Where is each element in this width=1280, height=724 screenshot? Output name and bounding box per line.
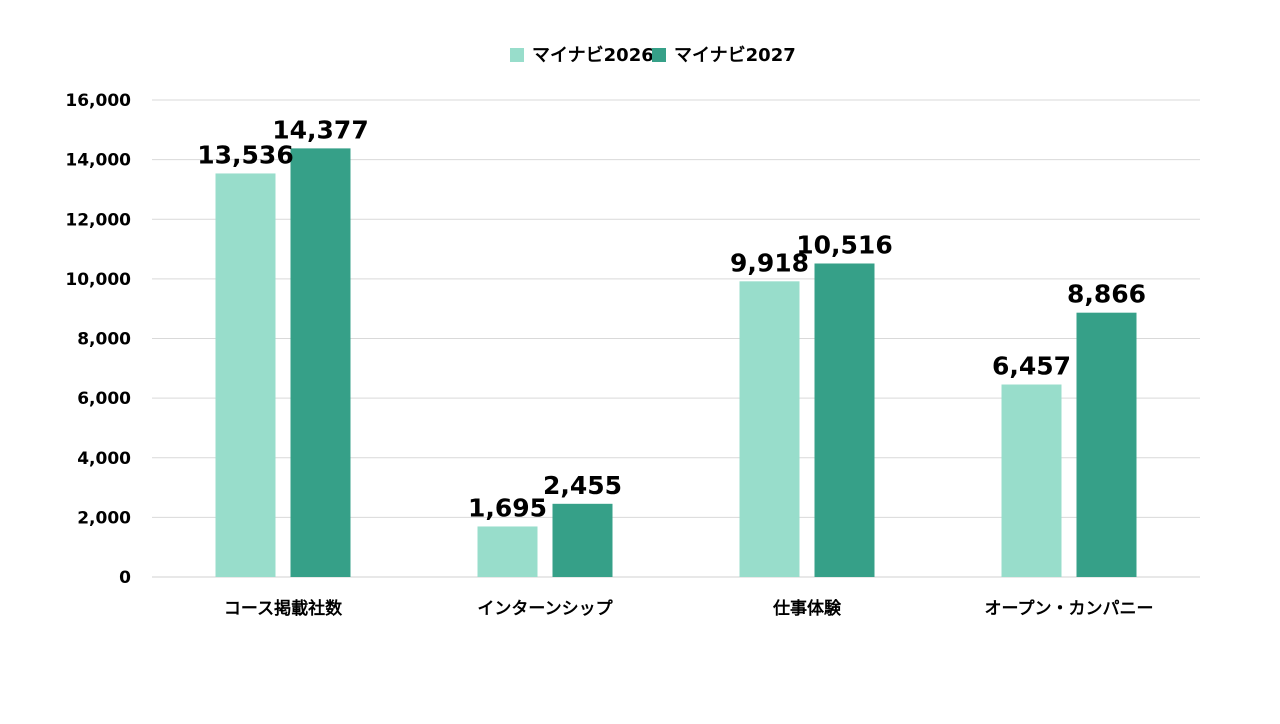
data-label: 9,918 bbox=[730, 248, 809, 277]
y-tick-label: 6,000 bbox=[77, 389, 131, 409]
legend-swatch bbox=[652, 48, 666, 62]
data-label: 1,695 bbox=[468, 493, 547, 522]
legend-label: マイナビ2026 bbox=[532, 45, 654, 66]
legend: マイナビ2026 マイナビ2027 bbox=[510, 45, 796, 66]
x-category-label: インターンシップ bbox=[477, 598, 613, 619]
bar-1-3 bbox=[739, 281, 800, 577]
y-tick-label: 0 bbox=[119, 568, 131, 588]
data-label: 8,866 bbox=[1067, 280, 1146, 309]
y-axis-ticks: 0 2,000 4,000 6,000 8,000 10,000 12,000 14,000 1… bbox=[65, 91, 131, 588]
bar-1-1 bbox=[215, 173, 276, 577]
bar-2-3 bbox=[814, 263, 875, 577]
y-tick-label: 14,000 bbox=[65, 151, 131, 171]
bars bbox=[215, 148, 1137, 577]
data-label: 10,516 bbox=[796, 230, 892, 259]
y-tick-label: 8,000 bbox=[77, 330, 131, 350]
legend-swatch bbox=[510, 48, 524, 62]
data-label: 14,377 bbox=[272, 115, 368, 144]
y-tick-label: 16,000 bbox=[65, 91, 131, 111]
bar-1-4 bbox=[1001, 384, 1062, 577]
y-tick-label: 4,000 bbox=[77, 449, 131, 469]
bar-2-4 bbox=[1076, 312, 1137, 577]
bar-1-2 bbox=[477, 526, 538, 577]
bar-2-1 bbox=[290, 148, 351, 577]
x-category-label: オープン・カンパニー bbox=[985, 598, 1154, 619]
data-label: 6,457 bbox=[992, 352, 1071, 381]
bar-2-2 bbox=[552, 503, 613, 577]
legend-label: マイナビ2027 bbox=[674, 45, 796, 66]
y-tick-label: 2,000 bbox=[77, 508, 131, 528]
y-tick-label: 12,000 bbox=[65, 210, 131, 230]
x-category-label: コース掲載社数 bbox=[224, 598, 343, 619]
x-axis-categories: コース掲載社数 インターンシップ 仕事体験 オープン・カンパニー bbox=[224, 598, 1154, 619]
data-label: 13,536 bbox=[197, 140, 293, 169]
y-tick-label: 10,000 bbox=[65, 270, 131, 290]
x-category-label: 仕事体験 bbox=[772, 598, 842, 619]
data-label: 2,455 bbox=[543, 471, 622, 500]
